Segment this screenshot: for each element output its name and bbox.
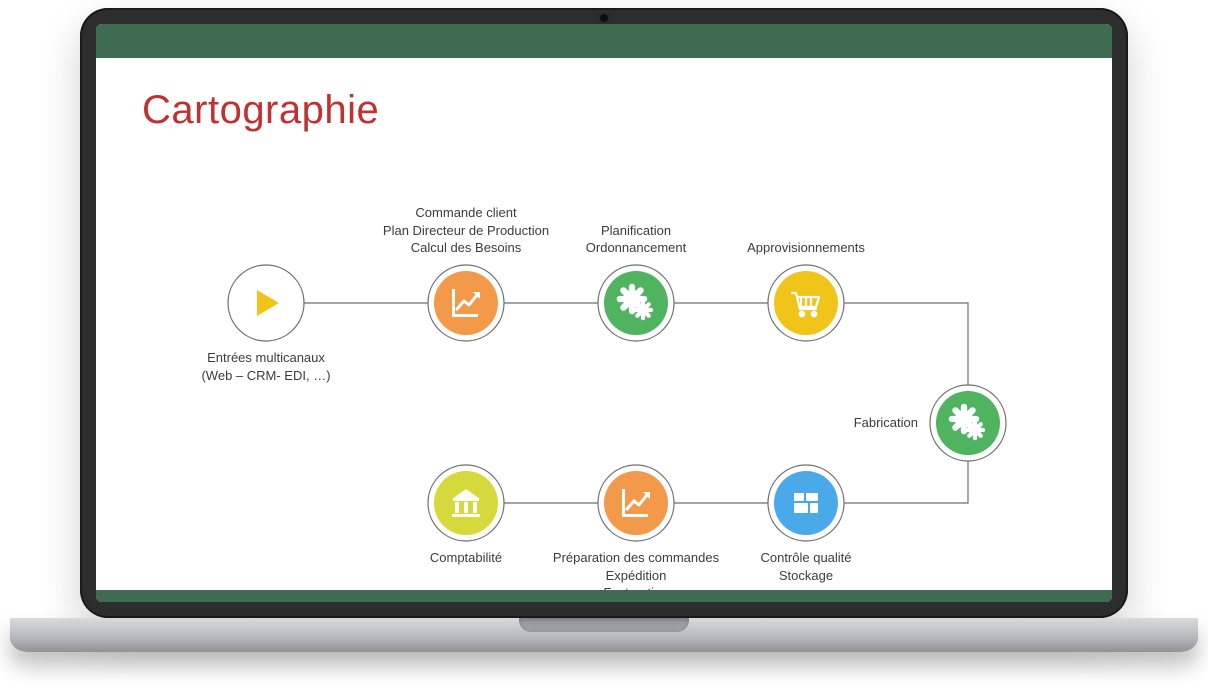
- flowchart-diagram: Entrées multicanaux (Web – CRM- EDI, …)C…: [96, 58, 1112, 590]
- laptop-notch: [519, 618, 689, 632]
- node-label-fab: Fabrication: [854, 414, 926, 432]
- laptop-camera: [600, 14, 608, 22]
- node-label-plan: Planification Ordonnancement: [586, 222, 686, 257]
- flowchart-node-acct: [428, 465, 504, 541]
- node-label-procure: Approvisionnements: [747, 239, 865, 257]
- flowchart-node-plan: [598, 265, 674, 341]
- node-label-start: Entrées multicanaux (Web – CRM- EDI, …): [201, 349, 330, 384]
- flowchart-node-quality: [768, 465, 844, 541]
- boxes-icon: [794, 493, 818, 513]
- flowchart-node-procure: [768, 265, 844, 341]
- slide-strip-bottom: [96, 590, 1112, 602]
- node-label-acct: Comptabilité: [430, 549, 502, 567]
- flowchart-node-start: [228, 265, 304, 341]
- laptop-screen: Cartographie Entrées multicanaux (Web – …: [96, 24, 1112, 602]
- slide-strip-top: [96, 24, 1112, 58]
- node-label-quality: Contrôle qualité Stockage: [760, 549, 851, 584]
- flowchart-node-demand: [428, 265, 504, 341]
- flowchart-node-ship: [598, 465, 674, 541]
- flowchart-svg: [96, 58, 1112, 590]
- flowchart-node-fab: [930, 385, 1006, 461]
- node-label-demand: Commande client Plan Directeur de Produc…: [383, 204, 549, 257]
- stage: Cartographie Entrées multicanaux (Web – …: [0, 0, 1208, 697]
- slide: Cartographie Entrées multicanaux (Web – …: [96, 58, 1112, 590]
